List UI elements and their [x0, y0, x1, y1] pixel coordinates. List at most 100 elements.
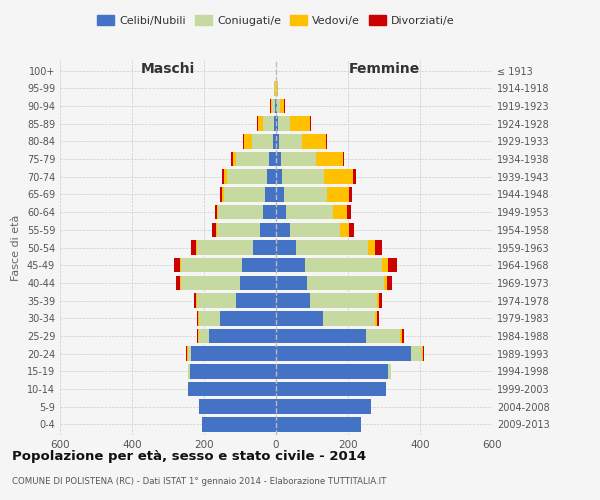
Bar [194, 294, 196, 308]
Bar [276, 364, 388, 378]
Bar [258, 116, 263, 131]
Bar [388, 258, 397, 272]
Bar [180, 276, 181, 290]
Bar [387, 276, 392, 290]
Bar [243, 134, 244, 148]
Bar [284, 187, 327, 202]
Bar [253, 240, 276, 255]
Bar [347, 205, 351, 220]
Bar [196, 240, 197, 255]
Bar [302, 134, 326, 148]
Bar [276, 294, 310, 308]
Bar [222, 170, 224, 184]
Bar [384, 276, 387, 290]
Bar [276, 170, 283, 184]
Bar [197, 240, 253, 255]
Bar [263, 205, 276, 220]
Bar [276, 152, 281, 166]
Bar [276, 346, 411, 361]
Bar [290, 116, 310, 131]
Bar [327, 187, 349, 202]
Bar [191, 346, 276, 361]
Bar [277, 81, 278, 96]
Bar [181, 276, 240, 290]
Bar [400, 328, 402, 343]
Bar [305, 258, 382, 272]
Bar [276, 417, 361, 432]
Bar [176, 276, 180, 290]
Bar [191, 240, 196, 255]
Bar [188, 346, 191, 361]
Bar [222, 187, 224, 202]
Bar [353, 170, 356, 184]
Bar [276, 205, 286, 220]
Bar [276, 276, 307, 290]
Bar [181, 258, 242, 272]
Bar [310, 294, 377, 308]
Bar [333, 205, 347, 220]
Bar [283, 170, 324, 184]
Bar [274, 116, 276, 131]
Bar [212, 222, 215, 237]
Bar [220, 187, 222, 202]
Bar [196, 294, 197, 308]
Bar [368, 240, 375, 255]
Bar [227, 170, 267, 184]
Bar [286, 205, 333, 220]
Bar [402, 328, 404, 343]
Bar [270, 98, 271, 113]
Bar [276, 328, 366, 343]
Bar [215, 205, 217, 220]
Bar [276, 311, 323, 326]
Bar [310, 116, 311, 131]
Bar [273, 134, 276, 148]
Bar [224, 170, 227, 184]
Bar [199, 400, 276, 414]
Y-axis label: Fasce di età: Fasce di età [11, 214, 21, 280]
Bar [265, 187, 276, 202]
Bar [422, 346, 423, 361]
Bar [326, 134, 327, 148]
Bar [198, 311, 199, 326]
Bar [411, 346, 422, 361]
Bar [375, 240, 382, 255]
Bar [236, 152, 269, 166]
Bar [197, 294, 236, 308]
Bar [277, 98, 280, 113]
Bar [323, 311, 375, 326]
Bar [382, 258, 388, 272]
Bar [217, 205, 218, 220]
Bar [276, 382, 386, 396]
Bar [275, 98, 276, 113]
Bar [231, 152, 233, 166]
Bar [375, 311, 377, 326]
Text: Maschi: Maschi [141, 62, 195, 76]
Bar [209, 328, 276, 343]
Text: Femmine: Femmine [349, 62, 419, 76]
Bar [199, 328, 209, 343]
Text: Popolazione per età, sesso e stato civile - 2014: Popolazione per età, sesso e stato civil… [12, 450, 366, 463]
Bar [366, 328, 400, 343]
Bar [379, 294, 382, 308]
Bar [377, 294, 379, 308]
Bar [276, 222, 290, 237]
Bar [281, 152, 316, 166]
Bar [198, 328, 199, 343]
Bar [244, 134, 251, 148]
Text: COMUNE DI POLISTENA (RC) - Dati ISTAT 1° gennaio 2014 - Elaborazione TUTTITALIA.: COMUNE DI POLISTENA (RC) - Dati ISTAT 1°… [12, 478, 386, 486]
Bar [349, 187, 352, 202]
Bar [271, 98, 272, 113]
Bar [388, 364, 391, 378]
Bar [187, 346, 188, 361]
Bar [343, 152, 344, 166]
Bar [217, 222, 260, 237]
Bar [274, 81, 275, 96]
Bar [279, 134, 302, 148]
Bar [240, 276, 276, 290]
Bar [236, 294, 276, 308]
Bar [233, 152, 236, 166]
Bar [276, 134, 279, 148]
Bar [190, 364, 276, 378]
Bar [215, 222, 217, 237]
Bar [324, 170, 353, 184]
